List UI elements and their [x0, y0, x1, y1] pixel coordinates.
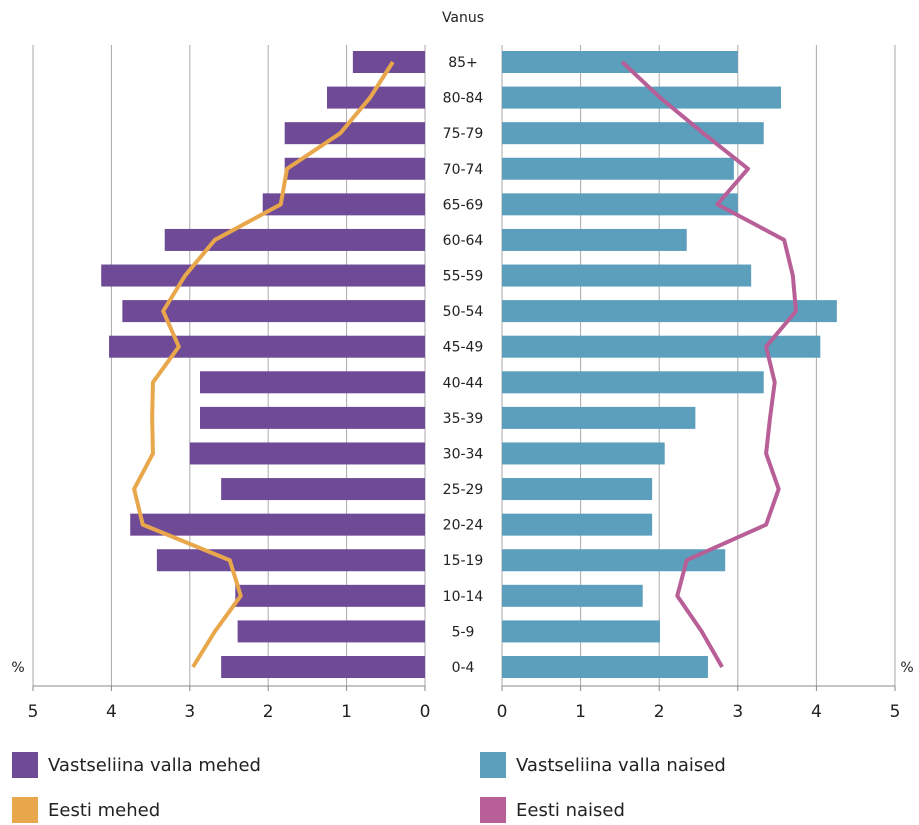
bar: [284, 157, 425, 180]
bar: [502, 549, 726, 572]
bar: [221, 478, 425, 501]
legend-swatch: [480, 797, 506, 823]
legend-label: Vastseliina valla naised: [516, 755, 726, 776]
bar: [221, 656, 425, 678]
bar: [502, 157, 734, 180]
x-tick-label: 1: [575, 702, 586, 722]
bar: [502, 86, 782, 109]
legend-swatch: [480, 752, 506, 778]
category-label: 60-64: [443, 233, 484, 249]
x-tick-label: 5: [28, 702, 39, 722]
legend-label: Vastseliina valla mehed: [48, 755, 261, 776]
category-label: 65-69: [443, 197, 484, 213]
category-label: 80-84: [443, 91, 484, 107]
bar: [502, 513, 653, 536]
line: [132, 60, 395, 669]
legend-label: Eesti mehed: [48, 800, 160, 821]
x-tick-label: 2: [263, 702, 274, 722]
bar: [502, 371, 764, 394]
bar: [502, 406, 696, 429]
category-label: 50-54: [443, 304, 484, 320]
bar: [199, 371, 425, 394]
bar: [502, 478, 653, 501]
bar: [109, 335, 425, 358]
bar: [130, 513, 425, 536]
bar: [327, 86, 425, 109]
category-label: 70-74: [443, 162, 484, 178]
bar: [502, 620, 660, 643]
category-label: 0-4: [452, 660, 475, 676]
category-label: 20-24: [443, 518, 484, 534]
category-label: 30-34: [443, 446, 484, 462]
legend-swatch: [12, 752, 38, 778]
legend-swatch: [12, 797, 38, 823]
category-label: 45-49: [443, 340, 484, 356]
category-label: 25-29: [443, 482, 484, 498]
bar: [235, 584, 425, 607]
bar: [199, 406, 425, 429]
bar: [164, 228, 425, 251]
category-label: 15-19: [443, 553, 484, 569]
category-label: 55-59: [443, 269, 484, 285]
bar: [502, 122, 764, 145]
bar: [502, 335, 821, 358]
bar: [156, 549, 425, 572]
x-tick-label: 0: [497, 702, 508, 722]
bar: [502, 264, 752, 287]
bar: [122, 300, 425, 323]
unit-label: %: [11, 660, 24, 676]
category-label: 40-44: [443, 375, 484, 391]
category-label: 10-14: [443, 589, 484, 605]
bar: [352, 51, 425, 73]
category-label: 5-9: [452, 624, 475, 640]
x-tick-label: 1: [341, 702, 352, 722]
bar: [502, 193, 738, 216]
line: [620, 60, 798, 668]
x-tick-label: 4: [811, 702, 822, 722]
bar: [237, 620, 425, 643]
axis-title: Vanus: [442, 10, 484, 26]
legend-label: Eesti naised: [516, 800, 625, 821]
category-label: 85+: [448, 55, 478, 71]
x-tick-label: 3: [184, 702, 195, 722]
x-tick-label: 5: [890, 702, 901, 722]
unit-label: %: [900, 660, 913, 676]
bar: [502, 51, 738, 73]
bar: [502, 228, 687, 251]
bar: [502, 442, 665, 465]
x-tick-label: 0: [420, 702, 431, 722]
x-tick-label: 4: [106, 702, 117, 722]
bar: [502, 584, 643, 607]
bar: [101, 264, 425, 287]
bar: [284, 122, 425, 145]
bar: [502, 300, 837, 323]
bar: [262, 193, 425, 216]
bar: [189, 442, 425, 465]
x-tick-label: 3: [732, 702, 743, 722]
bar: [502, 656, 708, 678]
category-label: 35-39: [443, 411, 484, 427]
category-label: 75-79: [443, 126, 484, 142]
x-tick-label: 2: [654, 702, 665, 722]
